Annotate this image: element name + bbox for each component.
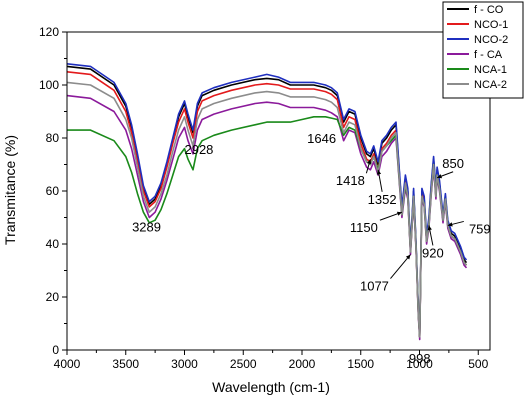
peak-label-1077: 1077	[360, 279, 389, 294]
y-tick-label: 80	[46, 131, 60, 145]
y-tick-label: 20	[46, 290, 60, 304]
series-line-2	[66, 63, 468, 335]
x-axis-title: Wavelength (cm-1)	[212, 379, 330, 395]
y-tick-label: 60	[46, 184, 60, 198]
axes-layer: 4000 3500 3000 2500 2000 1500 1000 500 0 20 40 60 80…	[39, 25, 491, 371]
legend-label-3: f - CA	[474, 49, 503, 61]
legend-box	[442, 1, 524, 99]
legend-label-0: f - CO	[474, 4, 504, 16]
y-tick-label: 120	[39, 25, 59, 39]
annotation-arrowhead	[447, 222, 453, 227]
x-tick-label: 1500	[347, 357, 374, 371]
y-tick-label: 0	[52, 343, 59, 357]
peak-label-759: 759	[469, 221, 491, 236]
annotation-arrowhead	[367, 159, 372, 165]
annotation-arrowhead	[376, 169, 382, 175]
x-tick-label: 500	[468, 357, 488, 371]
x-tick-label: 2000	[289, 357, 316, 371]
peak-label-920: 920	[422, 245, 444, 260]
y-tick-label: 40	[46, 237, 60, 251]
y-axis-title: Transmitance (%)	[2, 135, 18, 245]
annotation-arrowhead	[405, 254, 411, 260]
peak-label-1418: 1418	[336, 173, 365, 188]
peak-label-998: 998	[409, 351, 431, 366]
annotation-arrowhead	[437, 174, 443, 179]
legend-label-5: NCA-2	[474, 79, 507, 91]
annotation-arrowhead	[427, 225, 432, 231]
x-tick-label: 3000	[171, 357, 198, 371]
annotation-arrowhead	[396, 211, 402, 216]
series-line-5	[66, 81, 468, 338]
legend-label-2: NCO-2	[474, 34, 508, 46]
x-tick-label: 3500	[112, 357, 139, 371]
x-tick-label: 2500	[230, 357, 257, 371]
series-layer	[66, 63, 468, 341]
x-tick-label: 4000	[54, 357, 81, 371]
peak-label-3289: 3289	[132, 220, 161, 235]
peak-label-2928: 2928	[184, 142, 213, 157]
legend-label-1: NCO-1	[474, 19, 508, 31]
peak-label-1352: 1352	[368, 192, 397, 207]
annotation-arrow	[390, 254, 411, 279]
peak-label-1150: 1150	[350, 220, 378, 235]
y-tick-label: 100	[39, 78, 59, 92]
peak-label-1646: 1646	[307, 131, 336, 146]
peak-label-850: 850	[442, 156, 464, 171]
legend-label-4: NCA-1	[474, 64, 507, 76]
legend: f - CO NCO-1 NCO-2 f - CA NCA-1 NCA-2	[442, 1, 524, 99]
x-tick-label: 1000	[406, 357, 433, 371]
